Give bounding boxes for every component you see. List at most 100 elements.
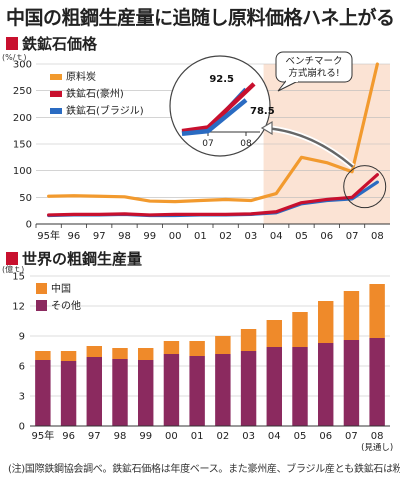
steel-section-title: 世界の粗鋼生産量 — [6, 248, 142, 269]
x-tick-label: 07 — [346, 231, 359, 242]
bar-china — [369, 284, 385, 338]
y-tick-label: 15 — [12, 272, 25, 283]
bar-other — [112, 359, 128, 426]
x-tick-label: 97 — [88, 431, 101, 442]
y-tick-label: 3 — [19, 392, 25, 403]
bar-other — [292, 347, 308, 426]
x-tick-label: 08 — [371, 231, 384, 242]
x-tick-label: 00 — [165, 431, 178, 442]
bar-china — [215, 336, 231, 354]
y-tick-label: 6 — [19, 362, 25, 373]
x-tick-label: 06 — [319, 431, 332, 442]
bar-other — [60, 361, 77, 426]
y-tick-label: 200 — [13, 113, 32, 124]
x-tick-label: 03 — [242, 431, 255, 442]
bar-other — [266, 347, 282, 426]
bar-china — [86, 346, 102, 357]
coal-price-line — [47, 62, 379, 204]
bar-other — [163, 354, 180, 426]
y-tick-label: 150 — [13, 140, 32, 151]
bar-china — [189, 341, 205, 356]
inset-x-label: 07 — [202, 139, 213, 149]
x-tick-label: 07 — [345, 431, 358, 442]
inset-value-australia: 92.5 — [209, 74, 234, 85]
x-tick-label: 98 — [114, 431, 127, 442]
legend-label: 原料炭 — [66, 70, 96, 83]
bar-china — [60, 351, 77, 361]
legend-label: 鉄鉱石(ブラジル) — [66, 104, 144, 117]
y-tick-label: 0 — [26, 220, 32, 231]
bar-other — [343, 340, 360, 426]
bar-other — [86, 357, 102, 426]
x-tick-label: 03 — [245, 231, 258, 242]
x-tick-label: 02 — [219, 231, 232, 242]
iron-ore-australia-line — [47, 173, 379, 217]
bar-other — [138, 360, 154, 426]
bar-china — [343, 291, 360, 340]
x-tick-label: 95年 — [31, 429, 54, 442]
bar-china — [292, 312, 308, 347]
x-tick-label: 06 — [320, 231, 333, 242]
bar-other — [189, 356, 205, 426]
legend-swatch — [36, 283, 47, 294]
bar-other — [215, 354, 231, 426]
x-tick-label: 96 — [68, 231, 81, 242]
x-tick-label: 95年 — [37, 229, 60, 242]
bar-china — [163, 341, 180, 354]
y-tick-label: 9 — [19, 332, 25, 343]
iron-ore-section-title: 鉄鉱石価格 — [6, 33, 97, 54]
legend-label: 鉄鉱石(豪州) — [66, 87, 124, 100]
x-tick-label: 00 — [169, 231, 182, 242]
x-tick-label: 99 — [143, 231, 156, 242]
x-tick-label: 97 — [93, 231, 106, 242]
legend-swatch — [36, 300, 47, 311]
bar-china — [112, 348, 128, 359]
inset-australia-line — [181, 82, 256, 134]
y-tick-label: 50 — [19, 193, 32, 204]
bar-other — [369, 338, 385, 426]
x-tick-note: (見通し) — [361, 442, 393, 453]
section-marker-icon — [6, 252, 18, 265]
page-title: 中国の粗鋼生産量に追随し原料価格ハネ上がる — [6, 7, 395, 29]
y-tick-label: 12 — [12, 302, 25, 313]
y-tick-label: 0 — [19, 422, 25, 433]
x-tick-label: 96 — [62, 431, 75, 442]
y-tick-label: 300 — [13, 60, 32, 71]
legend-swatch — [50, 74, 62, 80]
x-tick-label: 01 — [194, 231, 207, 242]
y-unit-label: (億ｔ) — [2, 264, 24, 274]
inset-brazil-line-top — [181, 98, 248, 137]
callout-text: ベンチマーク — [285, 56, 342, 67]
x-tick-label: 04 — [268, 431, 281, 442]
zoom-arrow — [265, 126, 354, 168]
bar-china — [266, 320, 282, 347]
bar-china — [318, 301, 334, 343]
zoom-arrow-head — [260, 120, 273, 136]
inset-value-brazil: 78.5 — [250, 106, 275, 117]
callout-text: 方式崩れる! — [288, 67, 339, 79]
x-tick-label: 08 — [371, 431, 384, 442]
x-tick-label: 02 — [216, 431, 229, 442]
x-tick-label: 05 — [295, 231, 308, 242]
y-tick-label: 100 — [13, 166, 32, 177]
y-tick-label: 250 — [13, 86, 32, 97]
bar-other — [240, 351, 257, 426]
x-tick-label: 05 — [294, 431, 307, 442]
x-tick-label: 98 — [118, 231, 131, 242]
legend-swatch — [50, 108, 62, 114]
steel-title-text: 世界の粗鋼生産量 — [22, 250, 143, 268]
bar-other — [318, 343, 334, 426]
y-unit-label: (%/ｔ) — [2, 53, 27, 62]
footnote: (注)国際鉄鋼協会調べ。鉄鉱石価格は年度ベース。また豪州産、ブラジル産とも鉄鉱石… — [8, 464, 400, 475]
x-tick-label: 01 — [191, 431, 204, 442]
zoom-target-circle — [343, 165, 387, 209]
bar-china — [35, 351, 51, 360]
callout-box — [275, 51, 353, 83]
x-tick-label: 99 — [139, 431, 152, 442]
bar-china — [240, 329, 257, 351]
bar-china — [138, 348, 154, 360]
legend-label: 中国 — [51, 282, 71, 295]
bar-other — [35, 360, 51, 426]
